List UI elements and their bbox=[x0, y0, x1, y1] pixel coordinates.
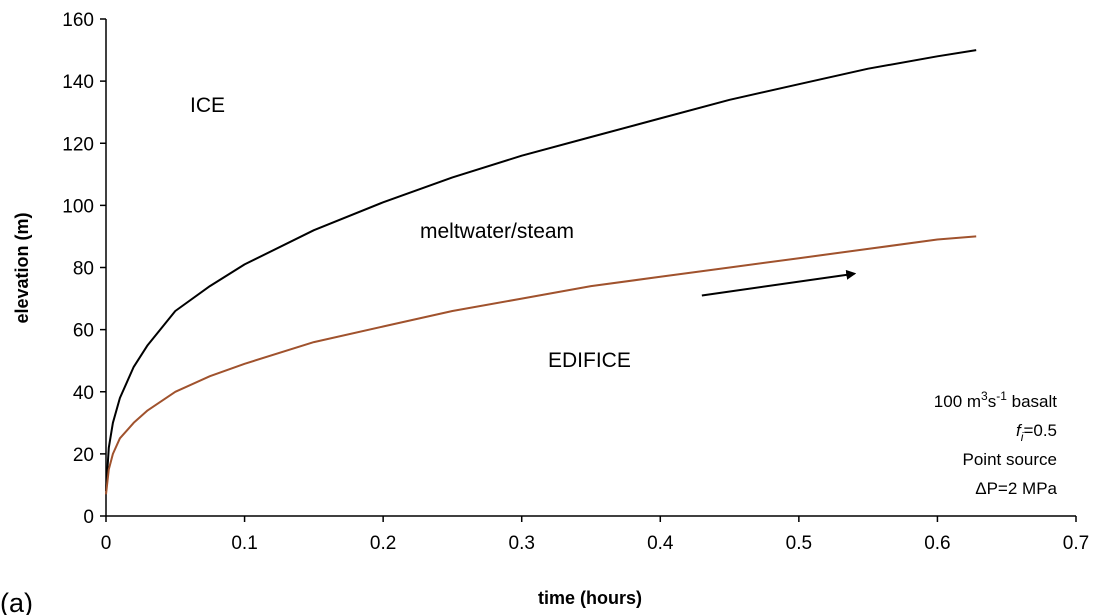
region-label-meltwater: meltwater/steam bbox=[420, 220, 574, 243]
y-axis-title: elevation (m) bbox=[12, 212, 32, 323]
annotation-line-2: fi=0.5 bbox=[1016, 421, 1057, 444]
x-tick-label: 0.6 bbox=[924, 533, 950, 554]
edifice-boundary-line bbox=[105, 235, 977, 495]
region-label-ice: ICE bbox=[190, 94, 225, 117]
y-tick-label: 120 bbox=[62, 134, 94, 155]
x-axis-title: time (hours) bbox=[538, 588, 642, 608]
y-tick-label: 140 bbox=[62, 72, 94, 93]
axis-ticks: 0 20 40 60 80 100 120 140 160 0 0.1 0.2 0.3 0.4 0.5 0.6… bbox=[62, 10, 1089, 554]
y-tick-label: 20 bbox=[73, 445, 94, 466]
x-tick-label: 0.3 bbox=[509, 533, 535, 554]
y-tick-label: 40 bbox=[73, 383, 94, 404]
y-tick-label: 100 bbox=[62, 196, 94, 217]
ice-boundary-line bbox=[105, 49, 977, 492]
axes bbox=[105, 19, 1076, 517]
annotation-line-1: 100 m3s-1 basalt bbox=[934, 389, 1057, 411]
y-tick-label: 80 bbox=[73, 259, 94, 280]
y-tick-label: 0 bbox=[83, 507, 94, 528]
x-tick-label: 0.4 bbox=[647, 533, 674, 554]
annotation-line-4: ΔP=2 MPa bbox=[975, 479, 1057, 498]
region-label-edifice: EDIFICE bbox=[548, 349, 631, 372]
annotation-box: 100 m3s-1 basalt fi=0.5 Point source ΔP=… bbox=[934, 389, 1058, 498]
direction-arrow bbox=[701, 269, 857, 297]
y-tick-label: 160 bbox=[62, 10, 94, 31]
series-layer bbox=[105, 49, 977, 495]
y-tick-label: 60 bbox=[73, 321, 94, 342]
x-tick-label: 0.5 bbox=[786, 533, 812, 554]
x-tick-label: 0.7 bbox=[1063, 533, 1089, 554]
panel-label: (a) bbox=[0, 588, 33, 615]
x-tick-label: 0.1 bbox=[231, 533, 257, 554]
x-tick-label: 0 bbox=[101, 533, 112, 554]
annotation-line-3: Point source bbox=[963, 450, 1058, 469]
x-tick-label: 0.2 bbox=[370, 533, 396, 554]
